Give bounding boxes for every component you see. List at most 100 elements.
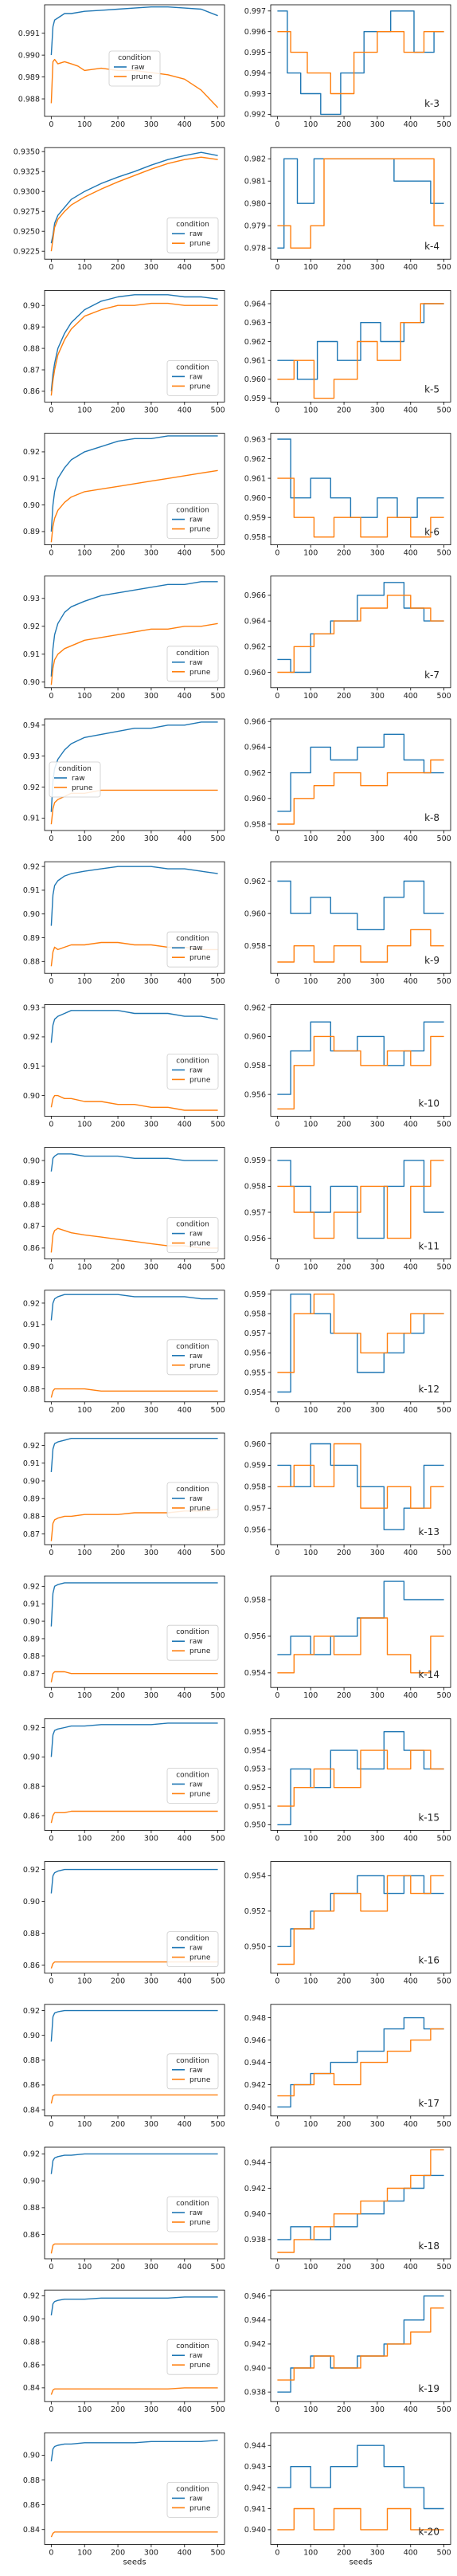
x-tick-label: 200 xyxy=(111,834,125,843)
y-tick-label: 0.93 xyxy=(23,595,40,603)
x-tick-label: 100 xyxy=(303,1406,318,1415)
x-tick-label: 500 xyxy=(437,549,451,558)
x-tick-label: 300 xyxy=(370,406,385,414)
subplot-label: k-19 xyxy=(418,2383,439,2394)
x-tick-label: 500 xyxy=(211,1834,225,1843)
subplot-k-8: 0 100 200 300 400 5000.9580.9600.9620.9640.96… xyxy=(244,718,451,843)
x-tick-label: 500 xyxy=(437,2548,451,2557)
y-tick-label: 0.958 xyxy=(244,1062,266,1070)
x-tick-label: 200 xyxy=(111,2120,125,2129)
x-tick-label: 100 xyxy=(77,1977,92,1986)
x-tick-label: 100 xyxy=(303,1549,318,1557)
x-tick-label: 100 xyxy=(77,120,92,129)
x-tick-label: 100 xyxy=(303,1834,318,1843)
series-line-prune xyxy=(51,1672,217,1683)
x-tick-label: 300 xyxy=(370,2263,385,2272)
x-tick-label: 0 xyxy=(275,1691,279,1700)
x-tick-label: 200 xyxy=(337,2120,351,2129)
x-tick-label: 200 xyxy=(111,692,125,701)
y-tick-label: 0.997 xyxy=(244,7,266,16)
legend-entry-prune: prune xyxy=(189,2076,211,2084)
series-line-prune xyxy=(51,2244,217,2253)
series-line-raw xyxy=(277,439,443,517)
legend-entry-prune: prune xyxy=(131,73,153,81)
legend-entry-raw: raw xyxy=(189,1638,203,1646)
x-tick-label: 300 xyxy=(144,1834,158,1843)
x-tick-label: 400 xyxy=(178,1549,192,1557)
x-tick-label: 400 xyxy=(404,1834,418,1843)
legend-entry-raw: raw xyxy=(72,775,85,783)
x-tick-label: 500 xyxy=(437,692,451,701)
x-tick-label: 100 xyxy=(303,263,318,272)
y-tick-label: 0.91 xyxy=(23,1321,40,1329)
subplot-label: k-14 xyxy=(418,1669,439,1680)
legend-title: condition xyxy=(176,2057,209,2065)
legend-title: condition xyxy=(176,1935,209,1943)
series-line-prune xyxy=(277,2029,443,2096)
y-tick-label: 0.962 xyxy=(244,878,266,886)
subplot-label: k-20 xyxy=(418,2526,439,2537)
y-tick-label: 0.956 xyxy=(244,1526,266,1534)
y-tick-label: 0.88 xyxy=(23,2476,40,2485)
x-tick-label: 500 xyxy=(437,2405,451,2414)
x-tick-label: 0 xyxy=(49,2120,53,2129)
subplot-label: k-5 xyxy=(424,383,439,395)
y-tick-label: 0.942 xyxy=(244,2340,266,2349)
x-tick-label: 0 xyxy=(49,549,53,558)
y-tick-label: 0.92 xyxy=(23,1442,40,1451)
y-tick-label: 0.9250 xyxy=(14,228,40,237)
x-tick-label: 0 xyxy=(49,2548,53,2557)
x-tick-label: 500 xyxy=(211,977,225,986)
x-tick-label: 200 xyxy=(337,2405,351,2414)
x-tick-label: 500 xyxy=(211,1549,225,1557)
x-tick-label: 300 xyxy=(370,1834,385,1843)
series-line-raw xyxy=(51,1439,217,1472)
x-tick-label: 400 xyxy=(404,2263,418,2272)
x-tick-label: 400 xyxy=(404,2548,418,2557)
x-tick-label: 200 xyxy=(111,120,125,129)
legend-title: condition xyxy=(176,2342,209,2350)
legend: conditionraw prune xyxy=(167,504,218,539)
x-tick-label: 200 xyxy=(337,1834,351,1843)
subplot-k-9: 0 100 200 300 400 500 0.958 0.960 0.962 k-9 xyxy=(244,862,451,986)
x-tick-label: 0 xyxy=(275,1406,279,1415)
y-tick-label: 0.978 xyxy=(244,245,266,253)
subplot-k-19: 0 100 200 300 400 5000.9380.9400.9420.9440.94… xyxy=(244,2290,451,2414)
x-tick-label: 400 xyxy=(178,2120,192,2129)
y-tick-label: 0.88 xyxy=(23,1385,40,1394)
series-line-raw xyxy=(51,1154,217,1172)
subplot-k-5: 0 100 200 300 400 5000.9590.9600.9610.9620.96… xyxy=(244,290,451,414)
legend-entry-raw: raw xyxy=(189,1353,203,1361)
x-tick-label: 100 xyxy=(77,692,92,701)
subplot-row-15-left: 0 100 200 300 400 5000.840.860.880.900.92cond… xyxy=(23,2005,225,2129)
y-tick-label: 0.9300 xyxy=(14,188,40,197)
y-tick-label: 0.993 xyxy=(244,90,266,99)
y-tick-label: 0.86 xyxy=(23,2081,40,2090)
y-tick-label: 0.954 xyxy=(244,1388,266,1397)
legend-title: condition xyxy=(176,363,209,371)
y-tick-label: 0.943 xyxy=(244,2463,266,2472)
y-tick-label: 0.92 xyxy=(23,2007,40,2016)
y-tick-label: 0.86 xyxy=(23,1244,40,1253)
x-tick-label: 200 xyxy=(111,977,125,986)
x-tick-label: 500 xyxy=(437,1406,451,1415)
series-line-prune xyxy=(277,2308,443,2380)
legend-entry-prune: prune xyxy=(189,2504,211,2512)
x-tick-label: 200 xyxy=(337,120,351,129)
subplot-label: k-4 xyxy=(424,241,439,252)
legend-entry-raw: raw xyxy=(189,2209,203,2217)
x-tick-label: 200 xyxy=(337,1406,351,1415)
legend-title: condition xyxy=(176,2200,209,2208)
legend-entry-prune: prune xyxy=(189,1790,211,1798)
series-line-raw xyxy=(51,1870,217,1894)
x-tick-label: 400 xyxy=(178,834,192,843)
y-tick-label: 0.9325 xyxy=(14,168,40,177)
legend-entry-raw: raw xyxy=(189,2352,203,2360)
x-tick-label: 500 xyxy=(211,692,225,701)
x-tick-label: 500 xyxy=(211,2120,225,2129)
y-tick-label: 0.980 xyxy=(244,200,266,209)
x-tick-label: 200 xyxy=(111,549,125,558)
x-tick-label: 400 xyxy=(404,692,418,701)
y-tick-label: 0.88 xyxy=(23,1930,40,1938)
x-tick-label: 400 xyxy=(178,2263,192,2272)
